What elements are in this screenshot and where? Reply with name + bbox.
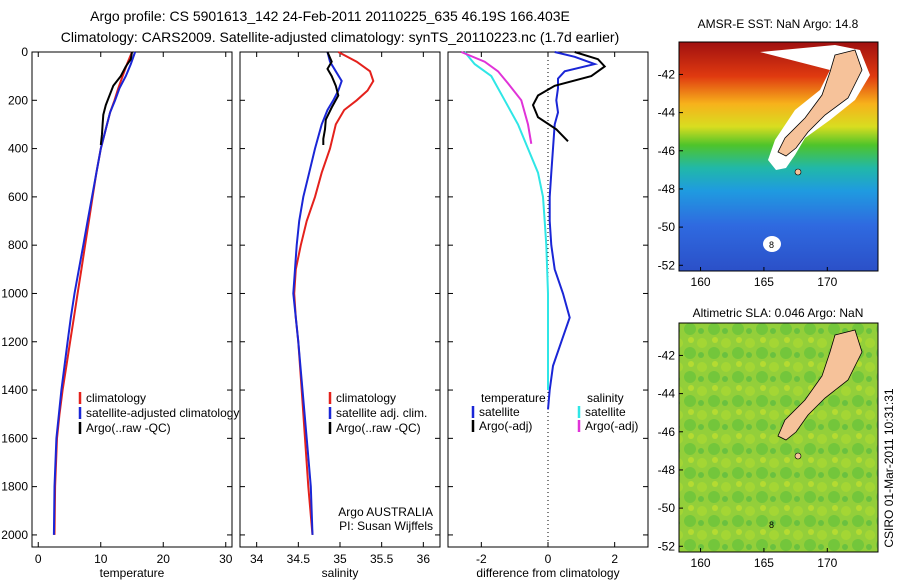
series-blue xyxy=(547,51,599,410)
y-tick-label: 1000 xyxy=(1,286,28,300)
profile-panel-1: 0 10 20 30 0 200 400 600 800 1000 1200 1400 1600 1800… xyxy=(1,45,239,580)
map-x-tick-label: 170 xyxy=(817,275,837,289)
map-x-tick-label: 165 xyxy=(754,275,774,289)
land-stewart-island xyxy=(794,168,802,176)
series-black xyxy=(322,51,340,145)
map-y-tick-label: -50 xyxy=(658,220,676,234)
map-y-tick-label: -46 xyxy=(658,144,676,158)
map-y-tick-label: -52 xyxy=(658,258,676,272)
sst-map-frame xyxy=(678,41,879,272)
land-south-island xyxy=(777,329,863,441)
legend-label: satellite xyxy=(585,405,626,419)
legend-label: satellite-adjusted climatology xyxy=(86,406,239,420)
map-y-tick-label: -52 xyxy=(658,539,676,553)
x-axis-label: temperature xyxy=(100,566,165,580)
series-magenta xyxy=(460,51,533,144)
y-tick-label: 600 xyxy=(8,190,28,204)
series-blue xyxy=(292,51,343,535)
x-tick-label: 36 xyxy=(417,552,431,566)
profile-panel-2: 34 34.5 35 35.5 36 salinity climatologysatelli… xyxy=(239,51,441,580)
x-tick-label: 20 xyxy=(157,552,171,566)
land-stewart-island xyxy=(794,452,802,460)
x-tick-label: 30 xyxy=(219,552,233,566)
x-tick-label: 2 xyxy=(611,552,618,566)
y-tick-label: 800 xyxy=(8,238,28,252)
sla-map-frame xyxy=(678,322,879,553)
y-tick-label: 1600 xyxy=(1,431,28,445)
sla-map: Altimetric SLA: 0.046 Argo: NaN 8 160 165… xyxy=(658,306,879,570)
profile-marker: 8 xyxy=(769,520,774,530)
series-cyan xyxy=(463,51,549,390)
map-x-tick-label: 170 xyxy=(817,556,837,570)
x-tick-label: -2 xyxy=(476,552,487,566)
y-tick-label: 2000 xyxy=(1,528,28,542)
legend-label: Argo(..raw -QC) xyxy=(336,421,421,435)
legend-heading: salinity xyxy=(587,391,624,405)
x-tick-label: 34 xyxy=(250,552,264,566)
sst-map-title: AMSR-E SST: NaN Argo: 14.8 xyxy=(698,17,859,31)
profile-plots: 0 10 20 30020040060080010001200140016001800… xyxy=(1,45,649,580)
map-y-tick-label: -48 xyxy=(658,182,676,196)
y-tick-label: 1800 xyxy=(1,480,28,494)
y-tick-label: 200 xyxy=(8,93,28,107)
figure-title-line1: Argo profile: CS 5901613_142 24-Feb-2011… xyxy=(90,8,570,24)
map-y-tick-label: -42 xyxy=(658,67,676,81)
legend-label: satellite adj. clim. xyxy=(336,406,427,420)
profile-marker: 8 xyxy=(769,240,774,250)
legend-label: satellite xyxy=(479,405,520,419)
x-axis-label: difference from climatology xyxy=(476,566,619,580)
sst-map: AMSR-E SST: NaN Argo: 14.8 8 160 165 170 -4… xyxy=(658,17,879,289)
map-y-tick-label: -44 xyxy=(658,106,676,120)
x-tick-label: 0 xyxy=(35,552,42,566)
x-axis-label: salinity xyxy=(322,566,359,580)
series-black xyxy=(531,51,607,142)
sla-map-axes: 160 165 170 -42 -44 -46 -48 -50 -52 xyxy=(658,348,838,570)
legend-label: climatology xyxy=(86,391,146,405)
plot-frame xyxy=(31,51,233,548)
map-y-tick-label: -50 xyxy=(658,501,676,515)
map-y-tick-label: -46 xyxy=(658,425,676,439)
legend-label: Argo(-adj) xyxy=(585,419,638,433)
map-x-tick-label: 160 xyxy=(691,556,711,570)
float-annotation: PI: Susan Wijffels xyxy=(339,519,433,533)
sla-map-title: Altimetric SLA: 0.046 Argo: NaN xyxy=(693,306,864,320)
map-y-tick-label: -48 xyxy=(658,463,676,477)
map-x-tick-label: 160 xyxy=(691,275,711,289)
y-tick-label: 0 xyxy=(21,45,28,59)
figure-title-line2: Climatology: CARS2009. Satellite-adjuste… xyxy=(61,29,619,45)
legend-label: Argo(..raw -QC) xyxy=(86,421,171,435)
y-tick-label: 400 xyxy=(8,142,28,156)
sst-map-axes: 160 165 170 -42 -44 -46 -48 -50 -52 xyxy=(658,67,838,289)
x-tick-label: 35.5 xyxy=(370,552,394,566)
x-tick-label: 10 xyxy=(94,552,108,566)
legend-label: climatology xyxy=(336,391,396,405)
sst-missing-island xyxy=(763,236,781,252)
float-annotation: Argo AUSTRALIA xyxy=(338,505,433,519)
map-y-tick-label: -42 xyxy=(658,348,676,362)
legend-label: Argo(-adj) xyxy=(479,419,532,433)
series-black xyxy=(99,51,133,146)
x-tick-label: 34.5 xyxy=(287,552,311,566)
map-x-tick-label: 165 xyxy=(754,556,774,570)
x-tick-label: 35 xyxy=(333,552,347,566)
legend-heading: temperature xyxy=(481,391,546,405)
timestamp-note: CSIRO 01-Mar-2011 10:31:31 xyxy=(882,388,896,548)
y-tick-label: 1400 xyxy=(1,383,28,397)
plot-frame xyxy=(239,51,441,548)
x-tick-label: 0 xyxy=(545,552,552,566)
land-south-island xyxy=(777,49,863,157)
map-y-tick-label: -44 xyxy=(658,387,676,401)
series-blue xyxy=(52,51,137,535)
y-tick-label: 1200 xyxy=(1,335,28,349)
